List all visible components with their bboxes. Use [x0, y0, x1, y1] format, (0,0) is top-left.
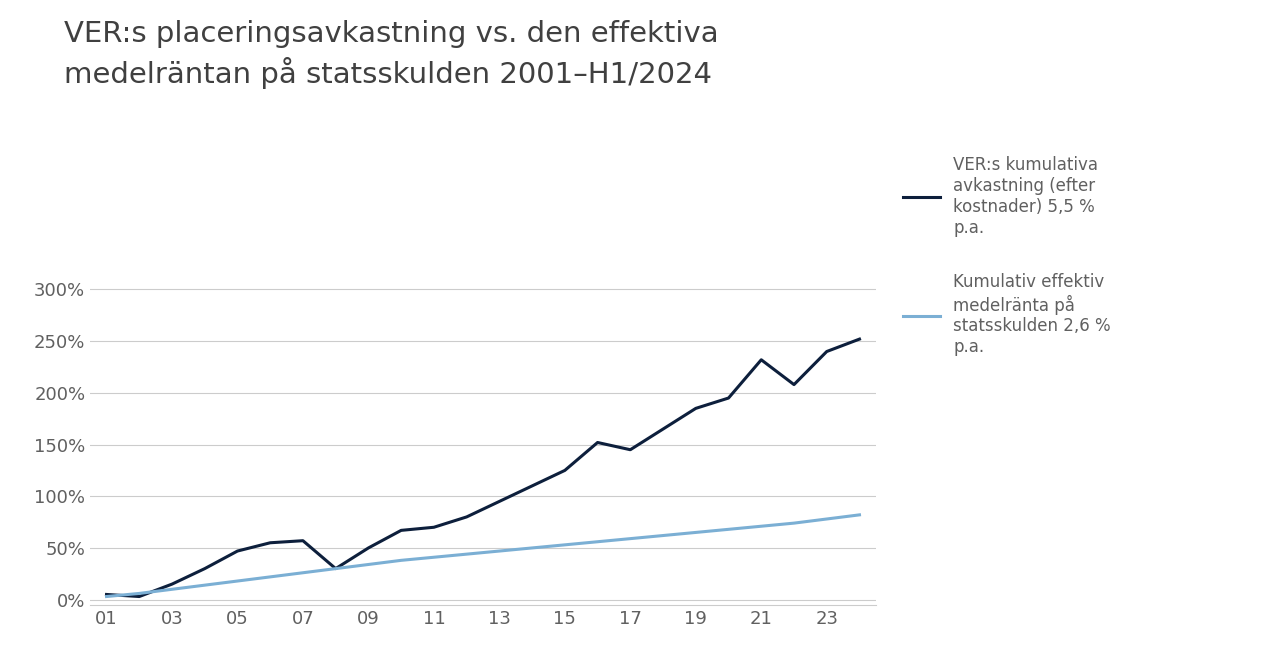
- Kumulativ effektiv
medelränta på
statsskulden 2,6 %
p.a.: [229, 577, 245, 585]
- VER:s kumulativa
avkastning (efter
kostnader) 5,5 %
p.a.: [819, 347, 835, 355]
- VER:s kumulativa
avkastning (efter
kostnader) 5,5 %
p.a.: [492, 497, 507, 505]
- Kumulativ effektiv
medelränta på
statsskulden 2,6 %
p.a.: [426, 553, 442, 561]
- Text: VER:s placeringsavkastning vs. den effektiva
medelräntan på statsskulden 2001–H1: VER:s placeringsavkastning vs. den effek…: [64, 20, 719, 89]
- VER:s kumulativa
avkastning (efter
kostnader) 5,5 %
p.a.: [426, 523, 442, 532]
- VER:s kumulativa
avkastning (efter
kostnader) 5,5 %
p.a.: [361, 544, 376, 552]
- VER:s kumulativa
avkastning (efter
kostnader) 5,5 %
p.a.: [197, 564, 213, 573]
- VER:s kumulativa
avkastning (efter
kostnader) 5,5 %
p.a.: [229, 547, 245, 555]
- Kumulativ effektiv
medelränta på
statsskulden 2,6 %
p.a.: [656, 532, 671, 540]
- Kumulativ effektiv
medelränta på
statsskulden 2,6 %
p.a.: [786, 519, 801, 527]
- VER:s kumulativa
avkastning (efter
kostnader) 5,5 %
p.a.: [99, 591, 115, 599]
- Kumulativ effektiv
medelränta på
statsskulden 2,6 %
p.a.: [721, 526, 737, 534]
- VER:s kumulativa
avkastning (efter
kostnader) 5,5 %
p.a.: [688, 405, 703, 413]
- Kumulativ effektiv
medelränta på
statsskulden 2,6 %
p.a.: [393, 556, 408, 564]
- Kumulativ effektiv
medelränta på
statsskulden 2,6 %
p.a.: [459, 550, 474, 558]
- VER:s kumulativa
avkastning (efter
kostnader) 5,5 %
p.a.: [393, 526, 408, 534]
- Kumulativ effektiv
medelränta på
statsskulden 2,6 %
p.a.: [688, 528, 703, 536]
- Kumulativ effektiv
medelränta på
statsskulden 2,6 %
p.a.: [524, 544, 540, 552]
- VER:s kumulativa
avkastning (efter
kostnader) 5,5 %
p.a.: [328, 564, 344, 573]
- Kumulativ effektiv
medelränta på
statsskulden 2,6 %
p.a.: [622, 535, 638, 543]
- Kumulativ effektiv
medelränta på
statsskulden 2,6 %
p.a.: [165, 585, 180, 593]
- Line: VER:s kumulativa
avkastning (efter
kostnader) 5,5 %
p.a.: VER:s kumulativa avkastning (efter kostn…: [107, 339, 859, 597]
- Kumulativ effektiv
medelränta på
statsskulden 2,6 %
p.a.: [131, 589, 147, 597]
- VER:s kumulativa
avkastning (efter
kostnader) 5,5 %
p.a.: [131, 593, 147, 601]
- Kumulativ effektiv
medelränta på
statsskulden 2,6 %
p.a.: [558, 541, 573, 549]
- VER:s kumulativa
avkastning (efter
kostnader) 5,5 %
p.a.: [753, 355, 769, 364]
- VER:s kumulativa
avkastning (efter
kostnader) 5,5 %
p.a.: [590, 438, 605, 446]
- Kumulativ effektiv
medelränta på
statsskulden 2,6 %
p.a.: [753, 522, 769, 530]
- VER:s kumulativa
avkastning (efter
kostnader) 5,5 %
p.a.: [295, 537, 310, 545]
- Kumulativ effektiv
medelränta på
statsskulden 2,6 %
p.a.: [99, 593, 115, 601]
- VER:s kumulativa
avkastning (efter
kostnader) 5,5 %
p.a.: [851, 335, 867, 343]
- Kumulativ effektiv
medelränta på
statsskulden 2,6 %
p.a.: [819, 515, 835, 523]
- Kumulativ effektiv
medelränta på
statsskulden 2,6 %
p.a.: [295, 569, 310, 577]
- VER:s kumulativa
avkastning (efter
kostnader) 5,5 %
p.a.: [558, 466, 573, 474]
- VER:s kumulativa
avkastning (efter
kostnader) 5,5 %
p.a.: [165, 580, 180, 588]
- VER:s kumulativa
avkastning (efter
kostnader) 5,5 %
p.a.: [524, 482, 540, 490]
- VER:s kumulativa
avkastning (efter
kostnader) 5,5 %
p.a.: [622, 446, 638, 454]
- Kumulativ effektiv
medelränta på
statsskulden 2,6 %
p.a.: [263, 573, 278, 581]
- VER:s kumulativa
avkastning (efter
kostnader) 5,5 %
p.a.: [721, 394, 737, 402]
- Kumulativ effektiv
medelränta på
statsskulden 2,6 %
p.a.: [492, 547, 507, 555]
- Kumulativ effektiv
medelränta på
statsskulden 2,6 %
p.a.: [851, 511, 867, 519]
- Kumulativ effektiv
medelränta på
statsskulden 2,6 %
p.a.: [328, 564, 344, 573]
- Kumulativ effektiv
medelränta på
statsskulden 2,6 %
p.a.: [197, 581, 213, 589]
- VER:s kumulativa
avkastning (efter
kostnader) 5,5 %
p.a.: [656, 425, 671, 433]
- VER:s kumulativa
avkastning (efter
kostnader) 5,5 %
p.a.: [263, 539, 278, 547]
- VER:s kumulativa
avkastning (efter
kostnader) 5,5 %
p.a.: [786, 380, 801, 388]
- Kumulativ effektiv
medelränta på
statsskulden 2,6 %
p.a.: [590, 538, 605, 546]
- VER:s kumulativa
avkastning (efter
kostnader) 5,5 %
p.a.: [459, 513, 474, 521]
- Line: Kumulativ effektiv
medelränta på
statsskulden 2,6 %
p.a.: Kumulativ effektiv medelränta på statssk…: [107, 515, 859, 597]
- Kumulativ effektiv
medelränta på
statsskulden 2,6 %
p.a.: [361, 560, 376, 569]
- Legend: VER:s kumulativa
avkastning (efter
kostnader) 5,5 %
p.a., Kumulativ effektiv
med: VER:s kumulativa avkastning (efter kostn…: [903, 156, 1112, 356]
